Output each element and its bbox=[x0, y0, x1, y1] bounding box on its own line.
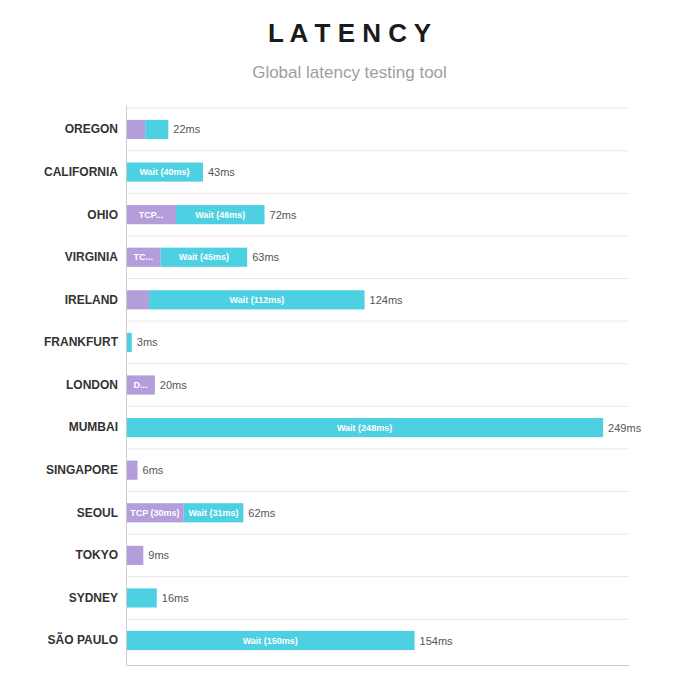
bar-segment bbox=[126, 290, 149, 309]
tick: OHIO bbox=[87, 207, 126, 221]
tick-label: OHIO bbox=[87, 207, 118, 221]
chart: L A T E N C Y Global latency testing tool… bbox=[0, 0, 699, 700]
segment-label: TCP... bbox=[139, 210, 163, 220]
bar-segment bbox=[126, 418, 603, 437]
total-label: 43ms bbox=[208, 166, 235, 178]
bar-segment bbox=[149, 290, 364, 309]
row-separator bbox=[126, 406, 629, 407]
row-separator bbox=[126, 534, 629, 535]
tick: VIRGINIA bbox=[65, 250, 126, 264]
axis-line bbox=[126, 106, 127, 666]
tick-label: TOKYO bbox=[76, 548, 118, 562]
tick: SYDNEY bbox=[69, 591, 126, 605]
row-separator bbox=[126, 108, 629, 109]
segment-label: Wait (112ms) bbox=[229, 295, 284, 305]
total-label: 154ms bbox=[420, 635, 454, 647]
tick: SEOUL bbox=[77, 506, 126, 520]
bar-segment bbox=[126, 503, 184, 522]
total-label: 9ms bbox=[148, 549, 169, 561]
bar-segment bbox=[126, 588, 157, 607]
tick-label: SEOUL bbox=[77, 506, 118, 520]
tick: SINGAPORE bbox=[46, 463, 126, 477]
bar-segment bbox=[126, 375, 155, 394]
labels: TCP... TC... D... TCP (30ms) Wait (40ms) Wait… bbox=[130, 123, 641, 646]
bar-segment bbox=[126, 248, 161, 267]
total-label: 62ms bbox=[248, 507, 275, 519]
segment-label: Wait (150ms) bbox=[243, 636, 298, 646]
tick-label: SYDNEY bbox=[69, 591, 118, 605]
row-separator bbox=[126, 491, 629, 492]
row-separator bbox=[126, 448, 629, 449]
bar-segment bbox=[126, 162, 203, 181]
bar-segment bbox=[161, 248, 248, 267]
segment-label: Wait (40ms) bbox=[139, 167, 189, 177]
total-label: 249ms bbox=[608, 422, 642, 434]
total-label: 124ms bbox=[370, 294, 404, 306]
total-label: 6ms bbox=[143, 464, 164, 476]
tick: IRELAND bbox=[65, 293, 126, 307]
segment-label: Wait (248ms) bbox=[337, 423, 392, 433]
tick-label: LONDON bbox=[66, 378, 118, 392]
bar-segment bbox=[145, 120, 168, 139]
total-label: 72ms bbox=[270, 209, 297, 221]
total-label: 22ms bbox=[173, 123, 200, 135]
tick-label: OREGON bbox=[65, 122, 118, 136]
row-separator bbox=[126, 193, 629, 194]
bar-segment bbox=[126, 631, 415, 650]
subtitle: Global latency testing tool bbox=[252, 63, 447, 82]
bar-segment bbox=[176, 205, 264, 224]
tick-label: SINGAPORE bbox=[46, 463, 118, 477]
segment-label: Wait (46ms) bbox=[195, 210, 245, 220]
row-separator bbox=[126, 150, 629, 151]
tick: MUMBAI bbox=[69, 420, 126, 434]
tick: OREGON bbox=[65, 122, 126, 136]
bar-segment bbox=[126, 461, 138, 480]
row-separator bbox=[126, 363, 629, 364]
tick-label: SÃO PAULO bbox=[48, 632, 118, 647]
bar-segment bbox=[184, 503, 244, 522]
segment-label: Wait (31ms) bbox=[188, 508, 238, 518]
row-separator bbox=[126, 235, 629, 236]
tick-label: FRANKFURT bbox=[44, 335, 119, 349]
tick-label: VIRGINIA bbox=[65, 250, 119, 264]
bar-segment bbox=[126, 205, 176, 224]
total-label: 16ms bbox=[162, 592, 189, 604]
total-label: 63ms bbox=[252, 251, 279, 263]
row-separator bbox=[126, 278, 629, 279]
title: L A T E N C Y bbox=[268, 18, 431, 48]
tick: FRANKFURT bbox=[44, 335, 126, 349]
category-axis: OREGON CALIFORNIA OHIO VIRGINIA IRELAND FRANK… bbox=[44, 106, 127, 666]
segment-label: TC... bbox=[134, 252, 154, 262]
total-label: 3ms bbox=[137, 336, 158, 348]
tick: SÃO PAULO bbox=[48, 632, 126, 647]
tick-label: MUMBAI bbox=[69, 420, 118, 434]
segment-label: Wait (45ms) bbox=[179, 252, 229, 262]
bars bbox=[126, 120, 603, 650]
row-separator bbox=[126, 576, 629, 577]
bar-segment bbox=[126, 120, 145, 139]
tick: LONDON bbox=[66, 378, 126, 392]
tick-label: CALIFORNIA bbox=[44, 165, 118, 179]
separators bbox=[126, 108, 629, 619]
axis-line bbox=[127, 665, 630, 666]
row-separator bbox=[126, 619, 629, 620]
row-separator bbox=[126, 321, 629, 322]
tick: TOKYO bbox=[76, 548, 126, 562]
segment-label: TCP (30ms) bbox=[130, 508, 179, 518]
tick-label: IRELAND bbox=[65, 293, 119, 307]
value-axis bbox=[127, 665, 630, 666]
bar-segment bbox=[126, 546, 143, 565]
tick: CALIFORNIA bbox=[44, 165, 126, 179]
segment-label: D... bbox=[133, 380, 147, 390]
total-label: 20ms bbox=[160, 379, 187, 391]
